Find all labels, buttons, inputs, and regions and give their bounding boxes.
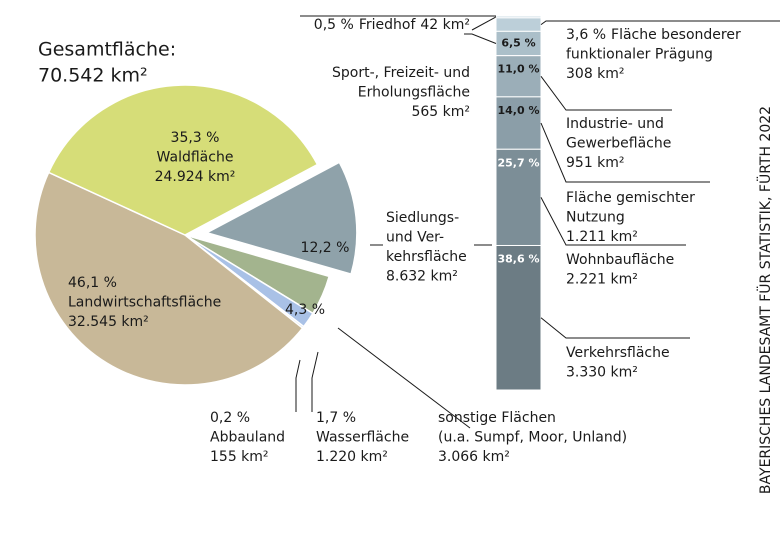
leader-line (540, 197, 686, 246)
segment-label: 1.211 km² (566, 229, 638, 245)
slice-label: Wasserfläche (316, 430, 409, 446)
segment-label: 3.330 km² (566, 365, 638, 381)
segment-label: 3,6 % Fläche besonderer (566, 27, 741, 43)
bar-segment (495, 55, 542, 98)
slice-label: 155 km² (210, 449, 269, 465)
label-part: Fläche besonderer (611, 27, 741, 43)
segment-label: Wohnbaufläche (566, 252, 674, 268)
bar-segment (495, 96, 542, 150)
segment-label: 565 km² (411, 104, 470, 120)
segment-label: Industrie- und (566, 116, 664, 132)
segment-label: 951 km² (566, 155, 625, 171)
slice-label: (u.a. Sumpf, Moor, Unland) (438, 430, 627, 446)
segment-value-label: 6,5 % (501, 37, 535, 50)
leader-line (464, 33, 497, 44)
slice-label: Landwirtschaftsfläche (68, 295, 221, 311)
segment-value-label: 14,0 % (498, 104, 540, 117)
source: BAYERISCHES LANDESAMT FÜR STATISTIK, FÜR… (756, 106, 774, 494)
slice-label: 35,3 % (171, 130, 220, 146)
slice-label: 8.632 km² (386, 269, 458, 285)
label-part: 0,5 % (314, 17, 354, 33)
segment-label: Sport-, Freizeit- und (332, 65, 470, 81)
leader-line (540, 75, 672, 111)
leader-line (295, 359, 301, 412)
leader-line (337, 327, 471, 429)
leader-line (540, 20, 780, 26)
value-label: 12,2 % (301, 240, 350, 256)
slice-label: 3.066 km² (438, 449, 510, 465)
bar-segment (495, 244, 542, 391)
segment-label: Nutzung (566, 210, 625, 226)
slice-label: 1.220 km² (316, 449, 388, 465)
slice-label: sonstige Flächen (438, 410, 556, 426)
segment-value-label: 11,0 % (498, 63, 540, 76)
label-part: 3,6 % (566, 27, 606, 43)
label-part: Friedhof (359, 17, 417, 33)
slice-label: 32.545 km² (68, 314, 149, 330)
chart-title: Gesamtfläche: (38, 39, 176, 61)
segment-value-label: 25,7 % (498, 156, 540, 169)
pie-slice (34, 171, 304, 386)
segment-label: Fläche gemischter (566, 190, 695, 206)
segment-label: 2.221 km² (566, 272, 638, 288)
leader-line (471, 16, 497, 31)
label-part: 42 km² (420, 17, 470, 33)
segment-label: Erholungsfläche (358, 85, 470, 101)
segment-label: Gewerbefläche (566, 136, 671, 152)
slice-label: Abbauland (210, 430, 285, 446)
pie-slice (47, 84, 319, 236)
slice-label: und Ver- (386, 230, 444, 246)
value-label: 4,3 % (285, 302, 325, 318)
slice-label: 1,7 % (316, 410, 356, 426)
slice-label: 46,1 % (68, 275, 117, 291)
slice-label: Waldfläche (157, 150, 234, 166)
segment-value-label: 38,6 % (498, 252, 540, 265)
slice-label: Siedlungs- (386, 210, 459, 226)
segment-label: 308 km² (566, 66, 625, 82)
leader-line (540, 122, 710, 183)
slice-label: 0,2 % (210, 410, 250, 426)
slice-label: 24.924 km² (155, 169, 236, 185)
chart-subtitle: 70.542 km² (38, 65, 148, 87)
pie-slice (204, 161, 358, 275)
leader-line (311, 351, 319, 412)
segment-label: Verkehrsfläche (566, 345, 670, 361)
segment-label: 0,5 % Friedhof 42 km² (314, 17, 470, 33)
slice-label: kehrsfläche (386, 249, 467, 265)
segment-label: funktionaler Prägung (566, 47, 713, 63)
leader-line (540, 317, 690, 339)
bar-segment (495, 17, 542, 32)
